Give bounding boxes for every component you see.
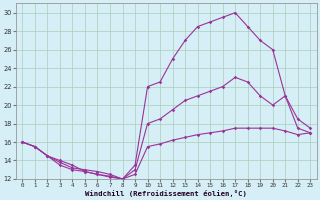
X-axis label: Windchill (Refroidissement éolien,°C): Windchill (Refroidissement éolien,°C) <box>85 190 247 197</box>
